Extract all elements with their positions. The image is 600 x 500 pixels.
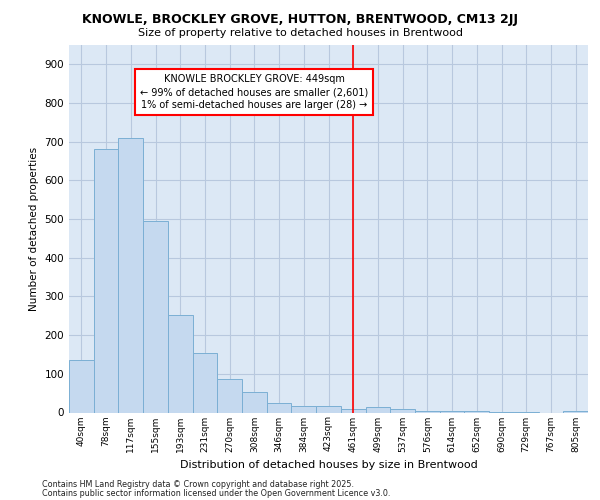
Bar: [365, 408, 390, 412]
Text: Size of property relative to detached houses in Brentwood: Size of property relative to detached ho…: [137, 28, 463, 38]
Bar: [242, 392, 267, 412]
Bar: [292, 406, 316, 412]
Text: Contains public sector information licensed under the Open Government Licence v3: Contains public sector information licen…: [42, 489, 391, 498]
Bar: [143, 221, 168, 412]
Y-axis label: Number of detached properties: Number of detached properties: [29, 146, 39, 311]
Bar: [390, 410, 415, 412]
Bar: [217, 379, 242, 412]
Bar: [316, 406, 341, 412]
Text: KNOWLE, BROCKLEY GROVE, HUTTON, BRENTWOOD, CM13 2JJ: KNOWLE, BROCKLEY GROVE, HUTTON, BRENTWOO…: [82, 12, 518, 26]
Bar: [118, 138, 143, 412]
X-axis label: Distribution of detached houses by size in Brentwood: Distribution of detached houses by size …: [179, 460, 478, 470]
Bar: [267, 403, 292, 412]
Bar: [193, 352, 217, 412]
Bar: [341, 408, 365, 412]
Bar: [69, 360, 94, 412]
Bar: [168, 315, 193, 412]
Text: Contains HM Land Registry data © Crown copyright and database right 2025.: Contains HM Land Registry data © Crown c…: [42, 480, 354, 489]
Bar: [94, 150, 118, 412]
Text: KNOWLE BROCKLEY GROVE: 449sqm
← 99% of detached houses are smaller (2,601)
1% of: KNOWLE BROCKLEY GROVE: 449sqm ← 99% of d…: [140, 74, 368, 110]
Bar: [415, 410, 440, 412]
